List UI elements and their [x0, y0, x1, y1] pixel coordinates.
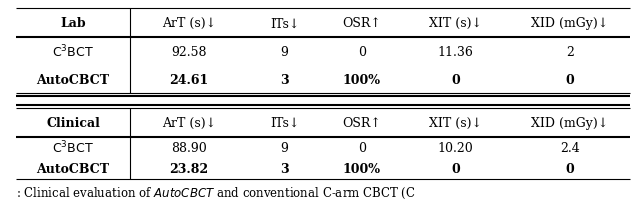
Text: 11.36: 11.36 — [438, 46, 474, 59]
Text: Clinical: Clinical — [46, 116, 100, 129]
Text: 23.82: 23.82 — [170, 162, 209, 175]
Text: $\mathrm{C}^3\mathrm{BCT}$: $\mathrm{C}^3\mathrm{BCT}$ — [52, 44, 94, 60]
Text: 0: 0 — [565, 162, 574, 175]
Text: 100%: 100% — [343, 162, 381, 175]
Text: 3: 3 — [280, 73, 289, 86]
Text: 10.20: 10.20 — [438, 141, 474, 154]
Text: 100%: 100% — [343, 73, 381, 86]
Text: 0: 0 — [358, 46, 366, 59]
Text: 0: 0 — [451, 162, 460, 175]
Text: 92.58: 92.58 — [171, 46, 207, 59]
Text: 0: 0 — [358, 141, 366, 154]
Text: ITs↓: ITs↓ — [270, 17, 300, 30]
Text: ITs↓: ITs↓ — [270, 116, 300, 129]
Text: $\mathrm{C}^3\mathrm{BCT}$: $\mathrm{C}^3\mathrm{BCT}$ — [52, 139, 94, 156]
Text: 9: 9 — [280, 141, 289, 154]
Text: Lab: Lab — [60, 17, 86, 30]
Text: XIT (s)↓: XIT (s)↓ — [429, 116, 482, 129]
Text: : Clinical evaluation of $\mathit{AutoCBCT}$ and conventional C-arm CBCT (C: : Clinical evaluation of $\mathit{AutoCB… — [16, 185, 415, 200]
Text: 9: 9 — [280, 46, 289, 59]
Text: 3: 3 — [280, 162, 289, 175]
Text: AutoCBCT: AutoCBCT — [36, 162, 109, 175]
Text: XID (mGy)↓: XID (mGy)↓ — [531, 17, 609, 30]
Text: 0: 0 — [565, 73, 574, 86]
Text: ArT (s)↓: ArT (s)↓ — [162, 17, 216, 30]
Text: 88.90: 88.90 — [171, 141, 207, 154]
Text: 2: 2 — [566, 46, 573, 59]
Text: 0: 0 — [451, 73, 460, 86]
Text: 24.61: 24.61 — [170, 73, 209, 86]
Text: AutoCBCT: AutoCBCT — [36, 73, 109, 86]
Text: XIT (s)↓: XIT (s)↓ — [429, 17, 482, 30]
Text: OSR↑: OSR↑ — [342, 116, 381, 129]
Text: XID (mGy)↓: XID (mGy)↓ — [531, 116, 609, 129]
Text: ArT (s)↓: ArT (s)↓ — [162, 116, 216, 129]
Text: OSR↑: OSR↑ — [342, 17, 381, 30]
Text: 2.4: 2.4 — [560, 141, 580, 154]
